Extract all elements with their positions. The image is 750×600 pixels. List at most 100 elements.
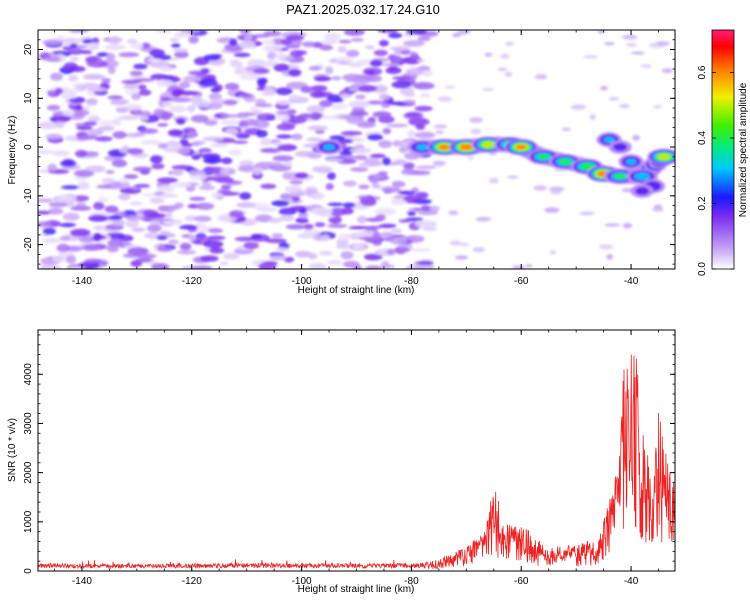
heatmap-noise-cell bbox=[92, 234, 107, 240]
heatmap-faint-cell bbox=[600, 86, 608, 91]
heatmap-noise-cell bbox=[38, 221, 52, 228]
heatmap-noise-cell bbox=[348, 225, 370, 230]
heatmap-noise-cell bbox=[372, 232, 382, 240]
colorbar-tick-label: 0.0 bbox=[697, 262, 708, 276]
heatmap-faint-cell bbox=[454, 255, 469, 260]
heatmap-noise-cell bbox=[378, 93, 390, 101]
heatmap-noise-cell bbox=[93, 201, 105, 211]
heatmap-noise-cell bbox=[173, 48, 189, 53]
heatmap-noise-cell bbox=[372, 173, 383, 179]
heatmap-noise-cell bbox=[402, 40, 425, 47]
heatmap-noise-cell bbox=[251, 166, 263, 175]
heatmap-noise-cell bbox=[373, 49, 388, 57]
heatmap-signal-cell bbox=[515, 144, 527, 150]
heatmap-noise-cell bbox=[105, 170, 115, 175]
heatmap-noise-cell bbox=[350, 167, 369, 172]
heatmap-noise-cell bbox=[300, 86, 314, 93]
heatmap-noise-cell bbox=[243, 242, 259, 250]
heatmap-noise-cell bbox=[221, 157, 233, 165]
heatmap-noise-cell bbox=[255, 214, 273, 223]
heatmap-noise-cell bbox=[391, 180, 406, 188]
heatmap-noise-cell bbox=[263, 45, 282, 52]
heatmap-noise-cell bbox=[88, 87, 106, 92]
heatmap-noise-cell bbox=[124, 132, 141, 138]
heatmap-noise-cell bbox=[180, 142, 193, 148]
heatmap-noise-cell bbox=[204, 120, 218, 126]
heatmap-faint-cell bbox=[622, 34, 638, 40]
heatmap-noise-cell bbox=[67, 89, 79, 96]
x-tick-label: -40 bbox=[624, 576, 639, 587]
heatmap-noise-cell bbox=[285, 185, 303, 193]
heatmap-noise-cell bbox=[201, 181, 212, 186]
x-tick-label: -140 bbox=[72, 276, 92, 287]
heatmap-noise-cell bbox=[223, 252, 240, 260]
heatmap-noise-cell bbox=[189, 174, 210, 181]
heatmap-noise-cell bbox=[177, 250, 197, 255]
heatmap-noise-cell bbox=[403, 162, 415, 170]
heatmap-noise-cell bbox=[59, 235, 70, 241]
heatmap-noise-cell bbox=[320, 40, 338, 45]
heatmap-noise-cell bbox=[60, 37, 82, 44]
heatmap-noise-cell bbox=[350, 38, 364, 42]
heatmap-noise-cell bbox=[358, 195, 371, 201]
heatmap-faint-cell bbox=[583, 55, 599, 59]
heatmap-noise-cell bbox=[148, 213, 166, 218]
heatmap-noise-cell bbox=[307, 153, 322, 159]
heatmap-noise-cell bbox=[275, 114, 291, 121]
heatmap-noise-cell bbox=[123, 83, 140, 90]
heatmap-noise-cell bbox=[82, 73, 105, 80]
heatmap-noise-cell bbox=[421, 70, 434, 77]
heatmap-noise-cell bbox=[230, 60, 243, 68]
heatmap-noise-cell bbox=[386, 123, 409, 128]
colorbar-tick-label: 0.2 bbox=[697, 196, 708, 210]
heatmap-noise-cell bbox=[361, 200, 377, 207]
heatmap-noise-cell bbox=[381, 103, 391, 108]
heatmap-noise-cell bbox=[297, 232, 314, 239]
y-tick-label: 4000 bbox=[23, 363, 34, 386]
y-tick-label: 3000 bbox=[23, 412, 34, 435]
heatmap-noise-cell bbox=[298, 208, 307, 214]
heatmap-noise-cell bbox=[157, 123, 169, 127]
heatmap-noise-cell bbox=[410, 248, 432, 252]
heatmap-noise-cell bbox=[271, 233, 283, 238]
heatmap-faint-cell bbox=[534, 74, 548, 80]
heatmap-noise-cell bbox=[70, 228, 91, 237]
heatmap-noise-cell bbox=[171, 89, 182, 98]
heatmap-noise-cell bbox=[234, 236, 256, 242]
heatmap-noise-cell bbox=[171, 182, 192, 188]
heatmap-noise-cell bbox=[198, 148, 212, 153]
heatmap-signal-cell bbox=[438, 144, 451, 150]
heatmap-noise-cell bbox=[131, 110, 152, 116]
heatmap-noise-cell bbox=[337, 61, 350, 65]
heatmap-noise-cell bbox=[190, 114, 209, 123]
colorbar-gradient bbox=[712, 30, 734, 269]
heatmap-noise-cell bbox=[255, 103, 273, 108]
heatmap-faint-cell bbox=[469, 117, 483, 123]
heatmap-noise-cell bbox=[314, 76, 332, 82]
heatmap-noise-cell bbox=[294, 172, 309, 179]
heatmap-noise-cell bbox=[288, 68, 302, 77]
heatmap-noise-cell bbox=[348, 100, 371, 108]
heatmap-noise-cell bbox=[378, 223, 397, 229]
heatmap-noise-cell bbox=[355, 94, 366, 100]
heatmap-faint-cell bbox=[651, 207, 664, 212]
heatmap-noise-cell bbox=[233, 52, 251, 58]
heatmap-noise-cell bbox=[343, 260, 360, 268]
heatmap-noise-cell bbox=[410, 52, 419, 60]
heatmap-noise-cell bbox=[38, 198, 54, 203]
heatmap-noise-cell bbox=[406, 30, 427, 35]
heatmap-signal-cell bbox=[613, 143, 627, 152]
heatmap-noise-cell bbox=[111, 159, 128, 168]
heatmap-noise-cell bbox=[283, 161, 293, 167]
heatmap-faint-cell bbox=[598, 244, 614, 250]
heatmap-noise-cell bbox=[188, 36, 199, 44]
heatmap-noise-cell bbox=[337, 46, 347, 53]
heatmap-noise-cell bbox=[260, 148, 279, 153]
heatmap-noise-cell bbox=[261, 161, 282, 166]
heatmap-faint-cell bbox=[533, 185, 548, 191]
heatmap-signal-cell bbox=[579, 163, 595, 171]
heatmap-noise-cell bbox=[209, 143, 229, 148]
heatmap-noise-cell bbox=[157, 184, 175, 194]
heatmap-faint-cell bbox=[589, 114, 596, 120]
heatmap-noise-cell bbox=[285, 34, 305, 41]
